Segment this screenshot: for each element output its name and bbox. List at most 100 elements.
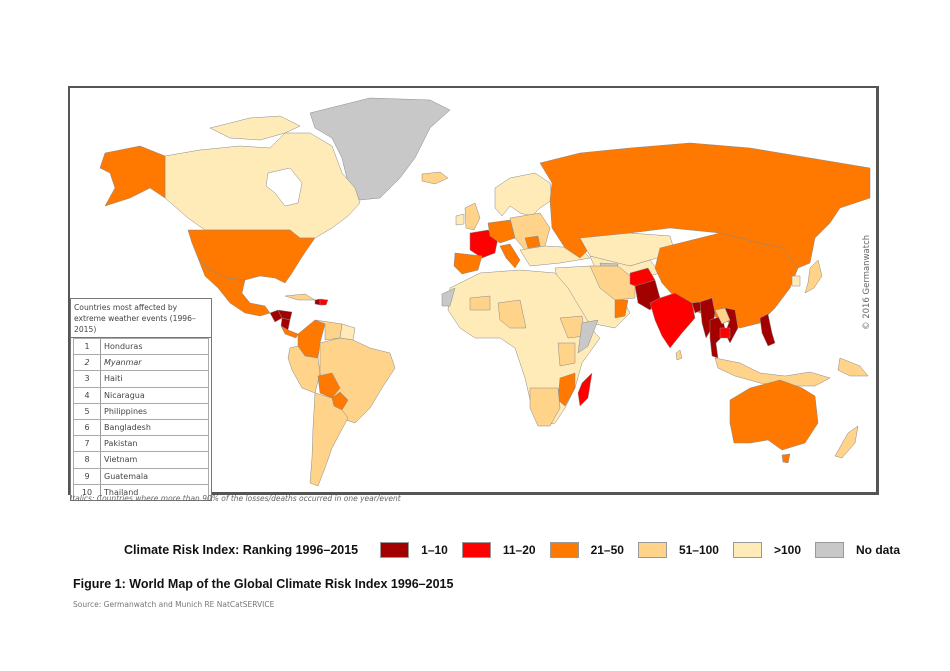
table-row: 6 Bangladesh — [73, 418, 209, 436]
region-scandinavia — [494, 172, 553, 217]
region-cambodia — [719, 327, 731, 339]
region-dominican-rep — [319, 298, 329, 306]
world-map — [68, 86, 879, 495]
legend-label: 1–10 — [421, 543, 448, 557]
region-sahel-mid — [497, 299, 527, 329]
region-sri-lanka — [675, 349, 683, 361]
country-cell: Pakistan — [104, 439, 138, 449]
figure-title: Figure 1: World Map of the Global Climat… — [73, 577, 454, 591]
legend-title: Climate Risk Index: Ranking 1996–2015 — [124, 543, 359, 557]
legend: Climate Risk Index: Ranking 1996–2015 1–… — [124, 539, 914, 561]
region-hudson-bay — [265, 167, 303, 207]
country-cell: Nicaragua — [104, 390, 145, 400]
legend-swatch — [461, 542, 491, 558]
region-venezuela — [314, 319, 343, 341]
legend-item-no-data: No data — [815, 542, 900, 558]
legend-item-51-100: 51–100 — [637, 542, 719, 558]
copyright-label: © 2016 Germanwatch — [862, 234, 872, 330]
region-bolivia — [317, 372, 341, 399]
legend-item-gt-100: >100 — [732, 542, 802, 558]
rank-cell: 10 — [74, 484, 101, 500]
region-cuba — [284, 293, 316, 301]
region-somalia-nodata — [577, 319, 599, 354]
country-cell: Philippines — [104, 406, 148, 416]
region-romania — [524, 235, 541, 249]
region-mexico — [197, 257, 271, 317]
region-japan — [804, 259, 823, 294]
legend-label: 11–20 — [502, 543, 536, 557]
region-australia — [729, 379, 819, 451]
region-oman — [614, 299, 629, 319]
rank-cell: 6 — [74, 419, 101, 436]
region-southern-africa — [529, 387, 561, 427]
region-korea — [791, 275, 801, 287]
region-iran — [589, 265, 636, 301]
legend-label: No data — [856, 543, 901, 557]
region-tasmania — [781, 453, 791, 464]
legend-item-1-10: 1–10 — [380, 542, 448, 558]
region-italy — [499, 243, 521, 269]
region-papua-new-guinea — [837, 357, 869, 377]
region-ireland — [455, 213, 465, 226]
table-row: 5 Philippines — [73, 402, 209, 419]
region-new-zealand — [834, 425, 859, 459]
rank-cell: 9 — [74, 468, 101, 484]
region-ecuador-peru — [287, 345, 321, 394]
region-chile-argentina — [309, 392, 349, 487]
ranking-table-header: Countries most affected by extreme weath… — [71, 299, 211, 338]
country-cell: Haiti — [104, 374, 123, 384]
legend-swatch — [732, 542, 762, 558]
legend-label: 21–50 — [590, 543, 624, 557]
legend-swatch — [637, 542, 667, 558]
region-costa-rica-panama — [280, 325, 299, 339]
rank-cell: 3 — [74, 371, 101, 387]
country-cell: Vietnam — [104, 455, 138, 465]
region-mozambique — [557, 372, 576, 407]
source-note: Source: Germanwatch and Munich RE NatCat… — [73, 600, 275, 609]
rank-cell: 2 — [74, 355, 101, 371]
rank-cell: 1 — [74, 339, 101, 355]
rank-cell: 7 — [74, 436, 101, 452]
table-row: 3 Haiti — [73, 370, 209, 387]
world-map-svg — [99, 97, 871, 487]
region-iberia — [453, 252, 483, 275]
table-row: 7 Pakistan — [73, 435, 209, 452]
legend-swatch — [549, 542, 579, 558]
region-morocco-nodata — [441, 287, 456, 307]
legend-item-21-50: 21–50 — [549, 542, 624, 558]
rank-cell: 4 — [74, 387, 101, 403]
country-cell: Honduras — [104, 342, 143, 351]
rank-cell: 8 — [74, 452, 101, 468]
legend-item-11-20: 11–20 — [461, 542, 536, 558]
italics-note: Italics: Countries where more than 90% o… — [70, 494, 401, 503]
ranking-table: Countries most affected by extreme weath… — [70, 298, 212, 501]
table-row: 4 Nicaragua — [73, 386, 209, 403]
legend-label: 51–100 — [678, 543, 719, 557]
table-row: 10 Thailand — [73, 483, 209, 500]
rank-cell: 5 — [74, 403, 101, 419]
country-cell: Myanmar — [104, 358, 142, 368]
region-mali — [469, 295, 491, 311]
region-iceland — [421, 171, 449, 185]
region-indonesia — [714, 357, 831, 387]
table-row: 2 Myanmar — [73, 354, 209, 371]
region-kenya-tanzania — [557, 342, 576, 367]
region-india — [649, 292, 696, 349]
table-row: 8 Vietnam — [73, 451, 209, 468]
country-cell: Bangladesh — [104, 422, 151, 432]
region-canada-arctic-islands — [209, 115, 301, 141]
region-guianas — [339, 323, 356, 341]
region-haiti — [314, 298, 321, 306]
region-germany-central — [487, 219, 516, 244]
country-cell: Guatemala — [104, 471, 149, 481]
region-madagascar — [577, 372, 593, 407]
legend-swatch — [815, 542, 845, 558]
legend-label: >100 — [773, 543, 802, 557]
legend-swatch — [380, 542, 410, 558]
region-uk — [464, 202, 481, 231]
region-alaska — [99, 145, 166, 207]
table-row: 9 Guatemala — [73, 467, 209, 484]
table-row: 1 Honduras — [73, 338, 209, 355]
region-canada — [164, 132, 361, 239]
region-greenland — [309, 97, 451, 201]
